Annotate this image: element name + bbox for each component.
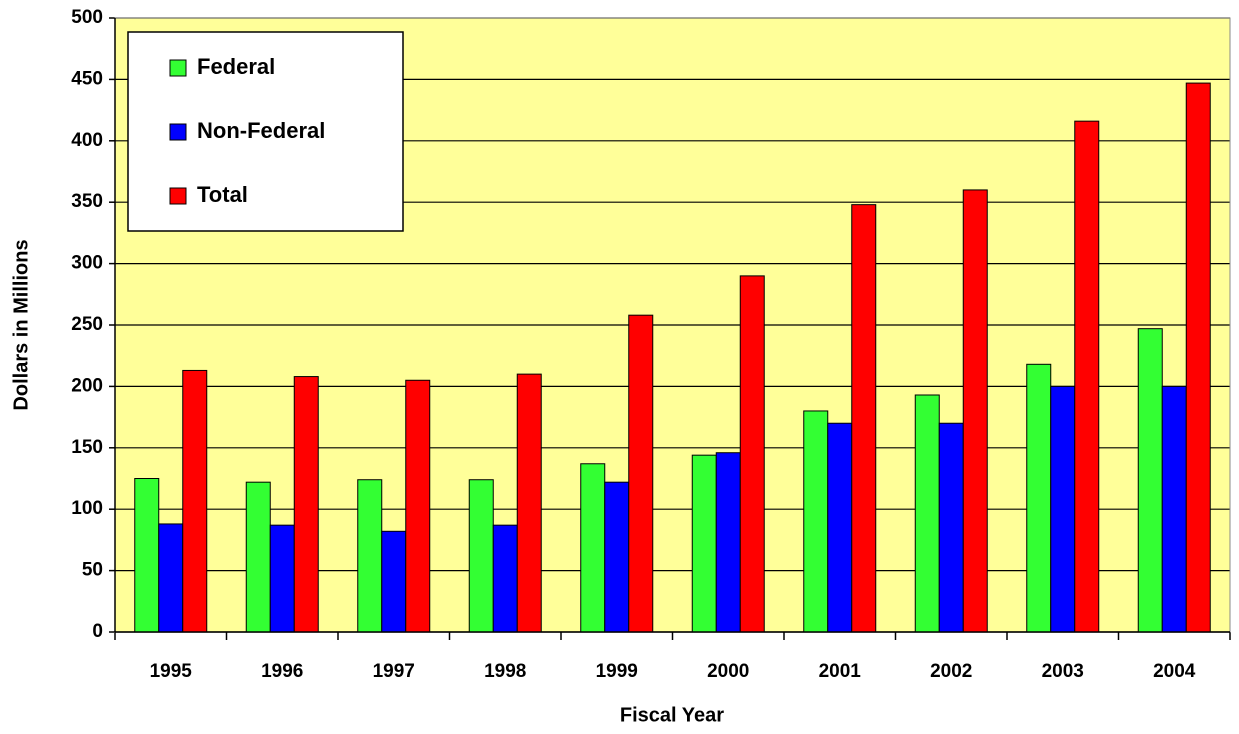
bar: [182, 369, 208, 633]
y-tick-label: 300: [71, 253, 103, 274]
bar: [715, 452, 741, 633]
legend-swatch: [169, 59, 187, 77]
bar: [468, 479, 494, 633]
bar: [628, 314, 654, 633]
y-axis-title: Dollars in Millions: [10, 239, 32, 410]
bar: [580, 463, 606, 633]
bar: [134, 478, 160, 633]
bar: [381, 530, 407, 633]
y-tick-label: 150: [71, 437, 103, 458]
y-tick-label: 250: [71, 314, 103, 335]
x-tick-label: 1995: [150, 661, 193, 682]
legend: Federal Non-Federal Total: [127, 31, 404, 232]
bar: [691, 454, 717, 633]
bar: [357, 479, 383, 633]
bar: [1185, 82, 1211, 633]
bar: [158, 523, 184, 633]
bar: [962, 189, 988, 633]
x-tick-label: 1996: [261, 661, 303, 682]
bar: [492, 524, 518, 633]
bar: [851, 204, 877, 633]
x-tick-label: 2000: [707, 661, 749, 682]
bar: [1050, 385, 1076, 633]
x-tick-label: 2004: [1153, 661, 1196, 682]
bar: [803, 410, 829, 633]
legend-label: Federal: [197, 54, 275, 79]
x-tick-label: 1997: [373, 661, 415, 682]
y-tick-label: 500: [71, 7, 103, 28]
legend-label: Non-Federal: [197, 118, 325, 143]
bar: [1074, 120, 1100, 633]
y-tick-label: 450: [71, 68, 103, 89]
bar: [245, 481, 271, 633]
bar: [604, 481, 630, 633]
legend-label: Total: [197, 182, 248, 207]
bar: [914, 394, 940, 633]
y-tick-label: 400: [71, 130, 103, 151]
y-tick-label: 350: [71, 191, 103, 212]
bar: [1161, 385, 1187, 633]
bar: [293, 376, 319, 633]
bar: [1026, 363, 1052, 633]
legend-swatch: [169, 123, 187, 141]
x-tick-label: 1999: [596, 661, 638, 682]
y-tick-label: 50: [82, 560, 103, 581]
bar: [269, 524, 295, 633]
x-tick-label: 2003: [1042, 661, 1084, 682]
bar: [405, 379, 431, 633]
x-tick-label: 2001: [819, 661, 862, 682]
bar: [938, 422, 964, 633]
y-tick-label: 200: [71, 375, 103, 396]
x-tick-label: 1998: [484, 661, 526, 682]
bar: [739, 275, 765, 633]
bar: [827, 422, 853, 633]
x-tick-label: 2002: [930, 661, 972, 682]
y-tick-label: 100: [71, 498, 103, 519]
bar: [516, 373, 542, 633]
legend-swatch: [169, 187, 187, 205]
x-axis-title: Fiscal Year: [620, 704, 724, 726]
y-tick-label: 0: [92, 621, 103, 642]
bar: [1137, 328, 1163, 633]
